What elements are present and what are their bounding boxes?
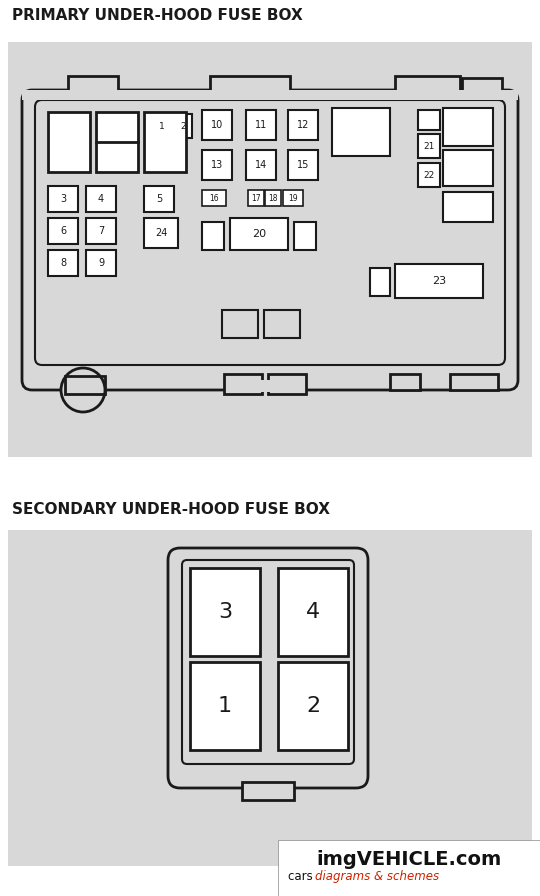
Bar bbox=[264, 310, 300, 338]
Bar bbox=[86, 218, 116, 244]
Bar bbox=[144, 218, 178, 248]
Bar bbox=[395, 264, 483, 298]
FancyBboxPatch shape bbox=[168, 548, 368, 788]
Text: imgVEHICLE.com: imgVEHICLE.com bbox=[316, 850, 502, 869]
Bar bbox=[210, 76, 290, 92]
FancyBboxPatch shape bbox=[22, 90, 518, 390]
FancyBboxPatch shape bbox=[35, 100, 505, 365]
Bar bbox=[144, 112, 186, 172]
Bar bbox=[230, 218, 288, 250]
Bar bbox=[278, 840, 540, 896]
Bar bbox=[48, 186, 78, 212]
Text: 1: 1 bbox=[218, 696, 232, 716]
Bar bbox=[283, 190, 303, 206]
Bar bbox=[8, 42, 532, 457]
Text: 24: 24 bbox=[155, 228, 167, 238]
Bar bbox=[370, 268, 390, 296]
Bar bbox=[288, 110, 318, 140]
Text: 12: 12 bbox=[297, 120, 309, 130]
Bar bbox=[443, 150, 493, 186]
Text: 16: 16 bbox=[209, 194, 219, 202]
Bar bbox=[246, 150, 276, 180]
Bar bbox=[294, 222, 316, 250]
Text: 8: 8 bbox=[60, 258, 66, 268]
FancyBboxPatch shape bbox=[182, 560, 354, 764]
Text: 22: 22 bbox=[423, 170, 435, 179]
Text: 1: 1 bbox=[159, 122, 165, 131]
Text: 3: 3 bbox=[60, 194, 66, 204]
Bar bbox=[390, 374, 420, 390]
Bar bbox=[450, 374, 498, 390]
Bar bbox=[86, 250, 116, 276]
Text: 5: 5 bbox=[156, 194, 162, 204]
Text: 23: 23 bbox=[432, 276, 446, 286]
Bar bbox=[443, 108, 493, 146]
Bar bbox=[462, 78, 502, 92]
Bar bbox=[278, 662, 348, 750]
Bar bbox=[0, 457, 540, 502]
Text: 2: 2 bbox=[180, 122, 186, 131]
Text: 9: 9 bbox=[98, 258, 104, 268]
Bar bbox=[96, 112, 138, 172]
Text: 14: 14 bbox=[255, 160, 267, 170]
Text: 10: 10 bbox=[211, 120, 223, 130]
Text: 7: 7 bbox=[98, 226, 104, 236]
Bar bbox=[418, 163, 440, 187]
Bar bbox=[418, 134, 440, 158]
Bar bbox=[116, 118, 138, 140]
Bar bbox=[222, 310, 258, 338]
Bar bbox=[265, 190, 281, 206]
Bar bbox=[224, 374, 262, 394]
Text: 4: 4 bbox=[98, 194, 104, 204]
Bar bbox=[152, 114, 172, 138]
Text: PRIMARY UNDER-HOOD FUSE BOX: PRIMARY UNDER-HOOD FUSE BOX bbox=[12, 8, 303, 23]
Bar bbox=[202, 222, 224, 250]
Bar bbox=[8, 530, 532, 866]
Bar bbox=[248, 190, 264, 206]
Bar bbox=[48, 250, 78, 276]
Bar bbox=[418, 110, 440, 130]
Bar bbox=[22, 90, 518, 100]
Bar bbox=[255, 380, 275, 392]
Text: 19: 19 bbox=[288, 194, 298, 202]
Text: 4: 4 bbox=[306, 602, 320, 622]
Bar bbox=[395, 76, 460, 92]
Text: 20: 20 bbox=[252, 229, 266, 239]
Bar bbox=[65, 376, 105, 394]
Text: 17: 17 bbox=[251, 194, 261, 202]
Bar bbox=[242, 782, 294, 800]
Text: 6: 6 bbox=[60, 226, 66, 236]
Text: 21: 21 bbox=[423, 142, 435, 151]
Text: 11: 11 bbox=[255, 120, 267, 130]
Bar bbox=[268, 374, 306, 394]
Bar bbox=[190, 568, 260, 656]
Bar bbox=[332, 108, 390, 156]
Bar bbox=[202, 190, 226, 206]
Text: 2: 2 bbox=[306, 696, 320, 716]
Bar bbox=[48, 218, 78, 244]
Text: 15: 15 bbox=[297, 160, 309, 170]
Text: cars: cars bbox=[288, 869, 316, 883]
Text: 18: 18 bbox=[268, 194, 278, 202]
Bar bbox=[144, 186, 174, 212]
Bar bbox=[202, 150, 232, 180]
Bar bbox=[202, 110, 232, 140]
Bar bbox=[48, 112, 90, 172]
Circle shape bbox=[61, 368, 105, 412]
Text: 13: 13 bbox=[211, 160, 223, 170]
Bar bbox=[174, 114, 192, 138]
Text: 3: 3 bbox=[218, 602, 232, 622]
Text: diagrams & schemes: diagrams & schemes bbox=[315, 869, 439, 883]
Bar bbox=[278, 568, 348, 656]
Bar bbox=[22, 90, 518, 98]
Bar bbox=[86, 186, 116, 212]
Bar bbox=[443, 192, 493, 222]
Bar bbox=[288, 150, 318, 180]
Bar bbox=[68, 76, 118, 92]
Text: SECONDARY UNDER-HOOD FUSE BOX: SECONDARY UNDER-HOOD FUSE BOX bbox=[12, 502, 330, 517]
Bar bbox=[246, 110, 276, 140]
Bar bbox=[190, 662, 260, 750]
